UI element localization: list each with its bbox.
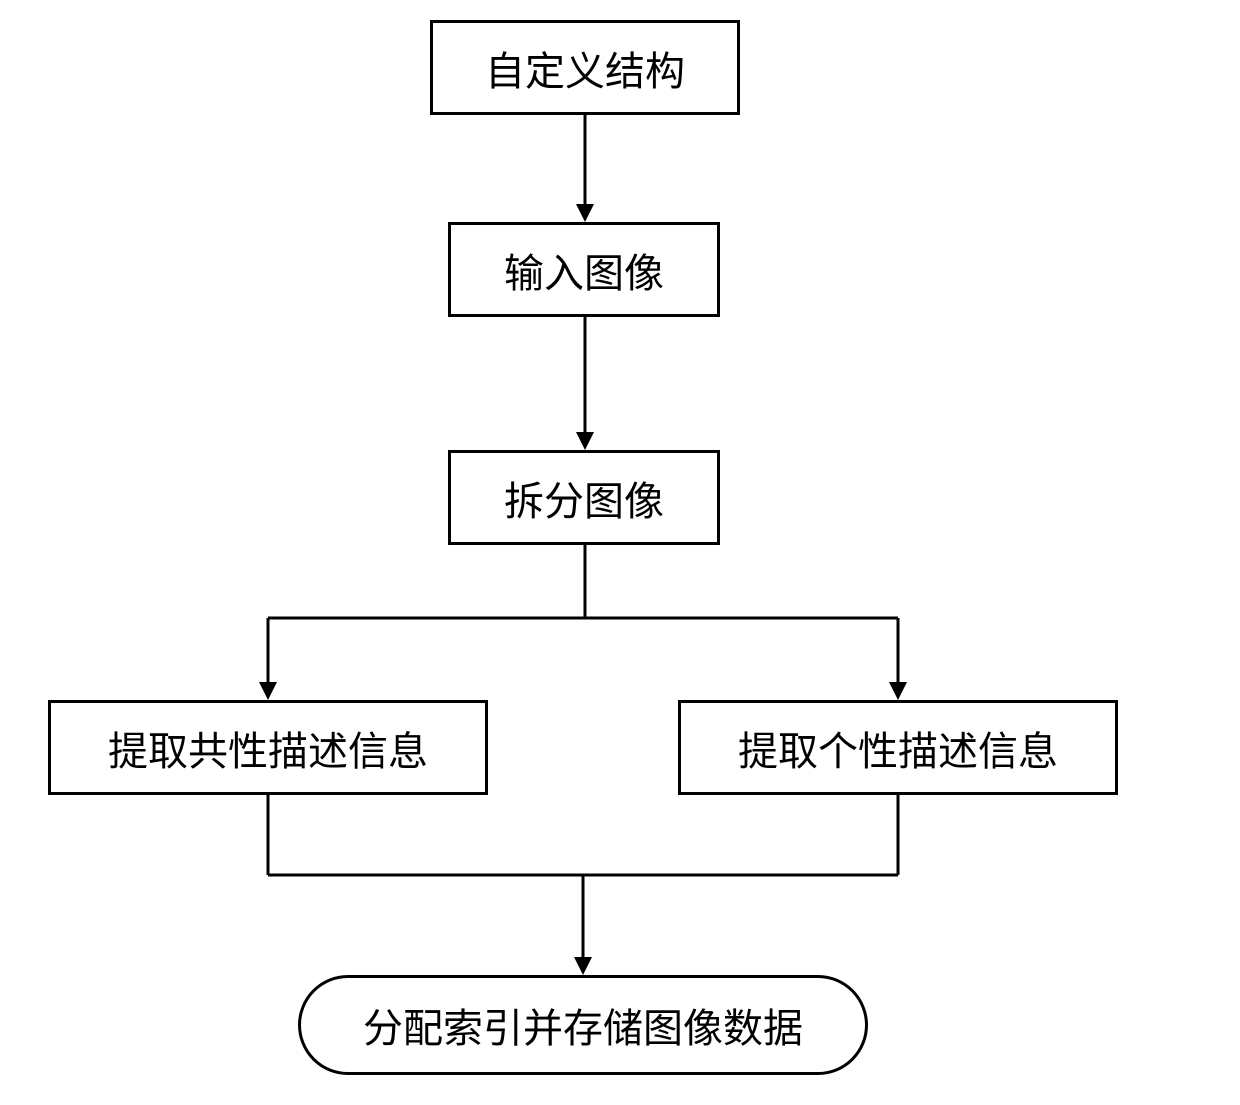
node-label: 分配索引并存储图像数据 — [363, 996, 803, 1054]
node-extract-individual-info: 提取个性描述信息 — [678, 700, 1118, 795]
node-split-image: 拆分图像 — [448, 450, 720, 545]
edge-merge-n6 — [0, 0, 1240, 1105]
node-label: 拆分图像 — [504, 469, 664, 527]
node-label: 自定义结构 — [485, 39, 685, 97]
node-allocate-index-store: 分配索引并存储图像数据 — [298, 975, 868, 1075]
node-input-image: 输入图像 — [448, 222, 720, 317]
node-label: 提取共性描述信息 — [108, 719, 428, 777]
node-extract-common-info: 提取共性描述信息 — [48, 700, 488, 795]
edge-n2-n3 — [0, 0, 1240, 1105]
edge-n1-n2 — [0, 0, 1240, 1105]
edge-n3-branch — [0, 0, 1240, 1105]
node-label: 输入图像 — [504, 241, 664, 299]
node-label: 提取个性描述信息 — [738, 719, 1058, 777]
node-custom-structure: 自定义结构 — [430, 20, 740, 115]
